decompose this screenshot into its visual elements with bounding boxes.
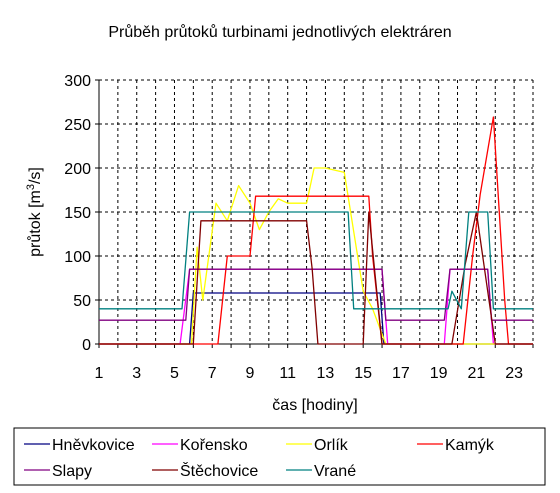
x-tick-label: 13 [317,365,335,382]
x-tick-label: 21 [467,365,485,382]
legend-label: Kamýk [445,437,495,454]
x-tick-label: 17 [392,365,410,382]
y-tick-label: 250 [64,117,91,134]
series-line-Kořensko [99,268,533,345]
legend: Hněvkovice Kořensko Orlík Kamýk Slapy Štěchov… [24,437,495,480]
x-tick-label: 23 [505,365,523,382]
y-tick-label: 50 [73,293,91,310]
series-line-Štěchovice [99,211,533,345]
x-tick-label: 3 [132,365,141,382]
chart-title: Průběh průtoků turbinami jednotlivých el… [108,23,451,41]
series-line-Vrané [99,211,533,310]
legend-label: Štěchovice [180,461,258,480]
y-axis-label: průtok [m3/s] [25,167,44,257]
series-lines [99,116,533,345]
series-line-Orlík [99,167,533,345]
y-tick-label: 100 [64,249,91,266]
x-tick-label: 7 [208,365,217,382]
series-line-Slapy [99,268,533,321]
legend-label: Kořensko [180,437,248,454]
legend-label: Slapy [52,463,92,480]
legend-label: Vrané [314,463,356,480]
legend-box [13,427,546,486]
x-tick-label: 15 [354,365,372,382]
legend-label: Hněvkovice [52,437,135,454]
x-axis-label: čas [hodiny] [272,397,357,414]
x-tick-labels: 1 3 5 7 9 11 13 15 17 19 21 23 [95,365,524,382]
y-axis-label-tail: /s] [27,167,44,184]
x-tick-label: 1 [95,365,104,382]
x-tick-label: 11 [279,365,296,382]
y-tick-label: 150 [64,205,91,222]
y-tick-label: 300 [64,73,91,90]
x-tick-label: 9 [246,365,255,382]
x-tick-label: 5 [170,365,179,382]
y-axis-label-main: průtok [m [26,190,44,257]
y-tick-label: 0 [82,337,91,354]
x-tick-label: 19 [430,365,448,382]
legend-label: Orlík [314,437,349,454]
y-tick-label: 200 [64,161,91,178]
y-tick-labels: 0 50 100 150 200 250 300 [64,73,91,354]
y-axis-label-sup: 3 [25,184,37,190]
